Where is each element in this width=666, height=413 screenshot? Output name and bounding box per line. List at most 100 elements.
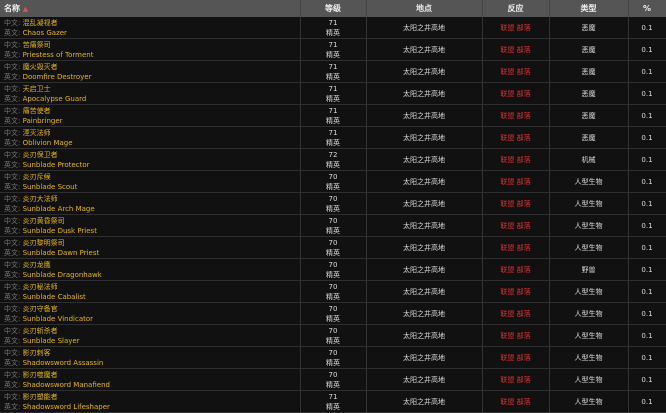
npc-name-cn-link[interactable]: 炎刃斥候 — [22, 172, 51, 181]
percent-cell: 0.1 — [628, 390, 666, 413]
npc-name-en-link[interactable]: Chaos Gazer — [22, 28, 67, 37]
npc-name-en-link[interactable]: Sunblade Vindicator — [22, 314, 94, 323]
npc-name-en-link[interactable]: Sunblade Dusk Priest — [22, 226, 97, 235]
npc-name-cn-link[interactable]: 苦痛祭司 — [22, 40, 51, 49]
reaction-cell: 联盟 部落 — [482, 170, 550, 193]
npc-name-cn-link[interactable]: 炎刃大法师 — [22, 194, 58, 203]
cn-label: 中文: — [4, 62, 21, 71]
cn-label: 中文: — [4, 84, 21, 93]
percent-cell: 0.1 — [628, 192, 666, 215]
level: 71 — [328, 62, 338, 71]
name-cell: 中文: 炎刃保卫者 英文: Sunblade Protector — [0, 148, 301, 171]
npc-name-cn-link[interactable]: 湮灭法师 — [22, 128, 51, 137]
level-cell: 71 精英 — [300, 17, 367, 39]
en-label: 英文: — [4, 270, 21, 279]
rank: 精英 — [326, 28, 340, 37]
npc-name-cn-link[interactable]: 炎刃秘法师 — [22, 282, 58, 291]
npc-name-en-link[interactable]: Painbringer — [22, 116, 63, 125]
type-cell: 人型生物 — [549, 346, 629, 369]
table-row: 中文: 炎刃秘法师 英文: Sunblade Cabalist 70 精英 太阳之… — [0, 280, 666, 303]
npc-name-cn-link[interactable]: 炎刃龙鹰 — [22, 260, 51, 269]
npc-name-cn-link[interactable]: 炎刃黄昏祭司 — [22, 216, 65, 225]
header-location[interactable]: 地点 — [366, 0, 483, 17]
type-cell: 人型生物 — [549, 368, 629, 391]
npc-name-en-link[interactable]: Sunblade Slayer — [22, 336, 80, 345]
location-cell: 太阳之井高地 — [366, 104, 483, 127]
level-cell: 70 精英 — [300, 346, 367, 369]
cn-label: 中文: — [4, 238, 21, 247]
en-label: 英文: — [4, 336, 21, 345]
table-row: 中文: 苦痛祭司 英文: Priestess of Torment 71 精英 太… — [0, 38, 666, 61]
name-cell: 中文: 苦痛祭司 英文: Priestess of Torment — [0, 38, 301, 61]
level-cell: 71 精英 — [300, 82, 367, 105]
npc-name-en-link[interactable]: Shadowsword Assassin — [22, 358, 104, 367]
npc-name-cn-link[interactable]: 炎刃斩杀者 — [22, 326, 58, 335]
table-row: 中文: 炎刃黎明祭司 英文: Sunblade Dawn Priest 70 精英… — [0, 236, 666, 259]
level: 71 — [328, 84, 338, 93]
type-cell: 野兽 — [549, 258, 629, 281]
name-cell: 中文: 炎刃斩杀者 英文: Sunblade Slayer — [0, 324, 301, 347]
level-cell: 70 精英 — [300, 236, 367, 259]
header-type[interactable]: 类型 — [549, 0, 629, 17]
level-cell: 70 精英 — [300, 280, 367, 303]
level-cell: 70 精英 — [300, 192, 367, 215]
npc-name-en-link[interactable]: Shadowsword Lifeshaper — [22, 402, 110, 411]
location-cell: 太阳之井高地 — [366, 214, 483, 237]
cn-label: 中文: — [4, 282, 21, 291]
npc-name-cn-link[interactable]: 影刃塑能者 — [22, 392, 58, 401]
npc-name-en-link[interactable]: Sunblade Scout — [22, 182, 78, 191]
header-name[interactable]: 名称 ▲ — [0, 0, 301, 17]
npc-name-en-link[interactable]: Oblivion Mage — [22, 138, 73, 147]
percent-cell: 0.1 — [628, 258, 666, 281]
npc-name-en-link[interactable]: Doomfire Destroyer — [22, 72, 92, 81]
table-row: 中文: 炎刃斥候 英文: Sunblade Scout 70 精英 太阳之井高地 … — [0, 170, 666, 193]
percent-cell: 0.1 — [628, 104, 666, 127]
npc-name-en-link[interactable]: Sunblade Protector — [22, 160, 90, 169]
level-cell: 71 精英 — [300, 60, 367, 83]
reaction-cell: 联盟 部落 — [482, 126, 550, 149]
rank: 精英 — [326, 116, 340, 125]
rank: 精英 — [326, 204, 340, 213]
npc-name-en-link[interactable]: Sunblade Arch Mage — [22, 204, 95, 213]
cn-label: 中文: — [4, 106, 21, 115]
npc-name-en-link[interactable]: Priestess of Torment — [22, 50, 94, 59]
npc-name-en-link[interactable]: Sunblade Dragonhawk — [22, 270, 102, 279]
npc-name-cn-link[interactable]: 炎刃黎明祭司 — [22, 238, 65, 247]
npc-name-cn-link[interactable]: 痛苦使者 — [22, 106, 51, 115]
npc-name-en-link[interactable]: Shadowsword Manafiend — [22, 380, 110, 389]
npc-name-en-link[interactable]: Apocalypse Guard — [22, 94, 87, 103]
location-cell: 太阳之井高地 — [366, 17, 483, 39]
en-label: 英文: — [4, 248, 21, 257]
location-cell: 太阳之井高地 — [366, 38, 483, 61]
header-reaction[interactable]: 反应 — [482, 0, 550, 17]
name-cell: 中文: 影刃噬魔者 英文: Shadowsword Manafiend — [0, 368, 301, 391]
percent-cell: 0.1 — [628, 38, 666, 61]
npc-name-cn-link[interactable]: 影刃噬魔者 — [22, 370, 58, 379]
npc-name-cn-link[interactable]: 天启卫士 — [22, 84, 51, 93]
npc-name-cn-link[interactable]: 混乱凝视者 — [22, 18, 58, 27]
percent-cell: 0.1 — [628, 17, 666, 39]
en-label: 英文: — [4, 72, 21, 81]
location-cell: 太阳之井高地 — [366, 148, 483, 171]
npc-name-cn-link[interactable]: 炎刃保卫者 — [22, 150, 58, 159]
npc-name-en-link[interactable]: Sunblade Dawn Priest — [22, 248, 100, 257]
percent-cell: 0.1 — [628, 126, 666, 149]
header-percent[interactable]: % — [628, 0, 666, 17]
level: 71 — [328, 128, 338, 137]
location-cell: 太阳之井高地 — [366, 82, 483, 105]
en-label: 英文: — [4, 292, 21, 301]
header-level[interactable]: 等级 — [300, 0, 367, 17]
npc-name-cn-link[interactable]: 炎刃守备官 — [22, 304, 58, 313]
npc-name-cn-link[interactable]: 魔火毁灭者 — [22, 62, 58, 71]
level-cell: 70 精英 — [300, 170, 367, 193]
cn-label: 中文: — [4, 326, 21, 335]
en-label: 英文: — [4, 28, 21, 37]
npc-name-en-link[interactable]: Sunblade Cabalist — [22, 292, 86, 301]
type-cell: 恶魔 — [549, 126, 629, 149]
percent-cell: 0.1 — [628, 346, 666, 369]
percent-cell: 0.1 — [628, 214, 666, 237]
npc-name-cn-link[interactable]: 影刃刺客 — [22, 348, 51, 357]
name-cell: 中文: 炎刃大法师 英文: Sunblade Arch Mage — [0, 192, 301, 215]
level: 71 — [328, 18, 338, 27]
